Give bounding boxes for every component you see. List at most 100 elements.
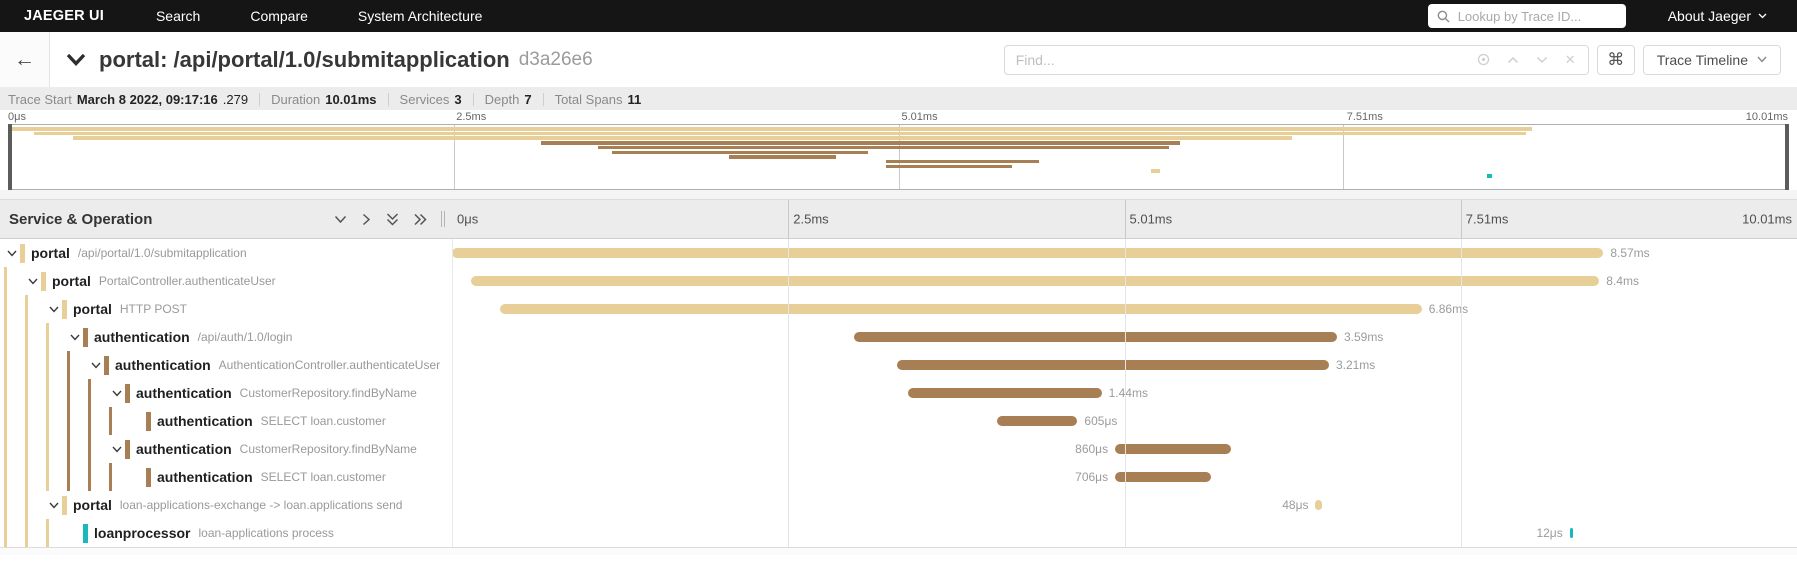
span-bar[interactable] xyxy=(1115,444,1231,454)
span-collapse-chevron[interactable] xyxy=(67,334,83,341)
span-bar-cell[interactable]: 3.21ms xyxy=(452,351,1797,379)
span-bar[interactable] xyxy=(1315,500,1323,510)
span-name-cell[interactable]: loanprocessor loan-applications process xyxy=(0,519,452,547)
span-duration-label: 3.21ms xyxy=(1335,358,1376,372)
span-row[interactable]: authentication SELECT loan.customer 605μs xyxy=(0,407,1797,435)
trace-lookup-input[interactable] xyxy=(1455,7,1617,25)
service-color-chip xyxy=(125,383,130,403)
minimap-time-axis: 0μs 2.5ms 5.01ms 7.51ms 10.01ms xyxy=(8,110,1789,124)
span-name-cell[interactable]: portal PortalController.authenticateUser xyxy=(0,267,452,295)
span-bar-cell[interactable]: 6.86ms xyxy=(452,295,1797,323)
span-collapse-chevron[interactable] xyxy=(4,250,20,257)
span-duration-label: 12μs xyxy=(1536,526,1563,540)
summary-depth: Depth 7 xyxy=(484,91,532,107)
indent-guide xyxy=(46,379,49,407)
collapse-one-icon[interactable] xyxy=(334,215,347,224)
span-name-cell[interactable]: authentication SELECT loan.customer xyxy=(0,407,452,435)
indent-guide xyxy=(25,463,28,491)
brand-title[interactable]: JAEGER UI xyxy=(24,8,104,24)
nav-item-search[interactable]: Search xyxy=(155,8,201,24)
service-name: authentication xyxy=(157,469,253,485)
trace-minimap[interactable] xyxy=(8,124,1789,190)
span-collapse-chevron[interactable] xyxy=(46,306,62,313)
info-divider xyxy=(542,92,544,106)
span-collapse-chevron[interactable] xyxy=(88,362,104,369)
service-color-chip xyxy=(125,439,130,459)
column-resize-grip[interactable] xyxy=(441,211,448,227)
span-collapse-chevron[interactable] xyxy=(46,502,62,509)
span-row[interactable]: portal loan-applications-exchange -> loan… xyxy=(0,491,1797,519)
nav-item-system-architecture[interactable]: System Architecture xyxy=(357,8,483,24)
minimap-span-bar xyxy=(612,150,869,155)
span-bar-cell[interactable]: 12μs xyxy=(452,519,1797,547)
indent-guide xyxy=(4,295,7,323)
span-bar-cell[interactable]: 1.44ms xyxy=(452,379,1797,407)
span-name-cell[interactable]: authentication AuthenticationController.a… xyxy=(0,351,452,379)
indent-guide xyxy=(67,379,70,407)
span-bar-cell[interactable]: 706μs xyxy=(452,463,1797,491)
span-name-cell[interactable]: authentication CustomerRepository.findByN… xyxy=(0,435,452,463)
span-bar-cell[interactable]: 8.4ms xyxy=(452,267,1797,295)
span-collapse-chevron[interactable] xyxy=(25,278,41,285)
span-row[interactable]: authentication CustomerRepository.findByN… xyxy=(0,379,1797,407)
span-bar-cell[interactable]: 48μs xyxy=(452,491,1797,519)
span-row[interactable]: authentication SELECT loan.customer 706μs xyxy=(0,463,1797,491)
span-bar-cell[interactable]: 8.57ms xyxy=(452,239,1797,267)
span-bar-cell[interactable]: 605μs xyxy=(452,407,1797,435)
minimap-left-handle[interactable] xyxy=(8,124,12,190)
minimap-right-handle[interactable] xyxy=(1785,124,1789,190)
timeline-header-gridline xyxy=(1124,200,1126,238)
expand-all-icon[interactable] xyxy=(414,213,427,226)
span-bar-cell[interactable]: 3.59ms xyxy=(452,323,1797,351)
collapse-trace-header-button[interactable] xyxy=(66,53,86,71)
span-bar[interactable] xyxy=(854,332,1337,342)
span-collapse-chevron[interactable] xyxy=(109,446,125,453)
trace-lookup-box xyxy=(1427,4,1626,28)
span-row[interactable]: authentication CustomerRepository.findByN… xyxy=(0,435,1797,463)
span-row[interactable]: portal/api/portal/1.0/submitapplication 8… xyxy=(0,239,1797,267)
find-input[interactable] xyxy=(1004,51,1465,68)
chevron-down-icon xyxy=(112,446,122,453)
span-name-cell[interactable]: authentication CustomerRepository.findByN… xyxy=(0,379,452,407)
minimap-span-bar xyxy=(886,164,1013,169)
operation-name: loan-applications-exchange -> loan.appli… xyxy=(119,498,403,512)
span-row[interactable]: portal HTTP POST 6.86ms xyxy=(0,295,1797,323)
span-bar[interactable] xyxy=(907,388,1102,398)
span-bar[interactable] xyxy=(1115,472,1211,482)
service-name: authentication xyxy=(136,385,232,401)
back-button[interactable]: ← xyxy=(0,32,50,87)
service-name: portal xyxy=(73,497,112,513)
indent-guide xyxy=(46,463,49,491)
span-bar[interactable] xyxy=(1569,528,1574,538)
prev-match-icon[interactable] xyxy=(1507,56,1519,64)
keyboard-shortcuts-button[interactable]: ⌘ xyxy=(1596,44,1635,75)
next-match-icon[interactable] xyxy=(1536,56,1548,64)
span-duration-label: 706μs xyxy=(1075,470,1109,484)
indent-guide xyxy=(25,379,28,407)
span-row[interactable]: loanprocessor loan-applications process 12… xyxy=(0,519,1797,547)
span-name-cell[interactable]: authentication SELECT loan.customer xyxy=(0,463,452,491)
span-row[interactable]: authentication AuthenticationController.a… xyxy=(0,351,1797,379)
clear-find-icon[interactable]: ✕ xyxy=(1564,52,1576,67)
span-bar[interactable] xyxy=(897,360,1329,370)
span-row[interactable]: portal PortalController.authenticateUser 8… xyxy=(0,267,1797,295)
nav-item-compare[interactable]: Compare xyxy=(250,8,308,24)
span-name-cell[interactable]: authentication/api/auth/1.0/login xyxy=(0,323,452,351)
span-bar-cell[interactable]: 860μs xyxy=(452,435,1797,463)
span-bar[interactable] xyxy=(996,416,1078,426)
span-name-cell[interactable]: portal loan-applications-exchange -> loan… xyxy=(0,491,452,519)
chevron-down-icon xyxy=(1758,13,1767,19)
expand-one-icon[interactable] xyxy=(362,213,371,226)
span-row[interactable]: authentication/api/auth/1.0/login 3.59ms xyxy=(0,323,1797,351)
span-bar[interactable] xyxy=(452,248,1604,258)
span-collapse-chevron[interactable] xyxy=(109,390,125,397)
focus-match-icon[interactable] xyxy=(1477,53,1490,66)
span-name-cell[interactable]: portal HTTP POST xyxy=(0,295,452,323)
collapse-all-icon[interactable] xyxy=(386,212,399,226)
span-bar[interactable] xyxy=(470,276,1600,286)
span-bar[interactable] xyxy=(500,304,1422,314)
trace-view-selector[interactable]: Trace Timeline xyxy=(1642,44,1781,75)
summary-duration: Duration 10.01ms xyxy=(271,91,377,107)
span-name-cell[interactable]: portal/api/portal/1.0/submitapplication xyxy=(0,239,452,267)
about-jaeger-menu[interactable]: About Jaeger xyxy=(1668,8,1767,24)
